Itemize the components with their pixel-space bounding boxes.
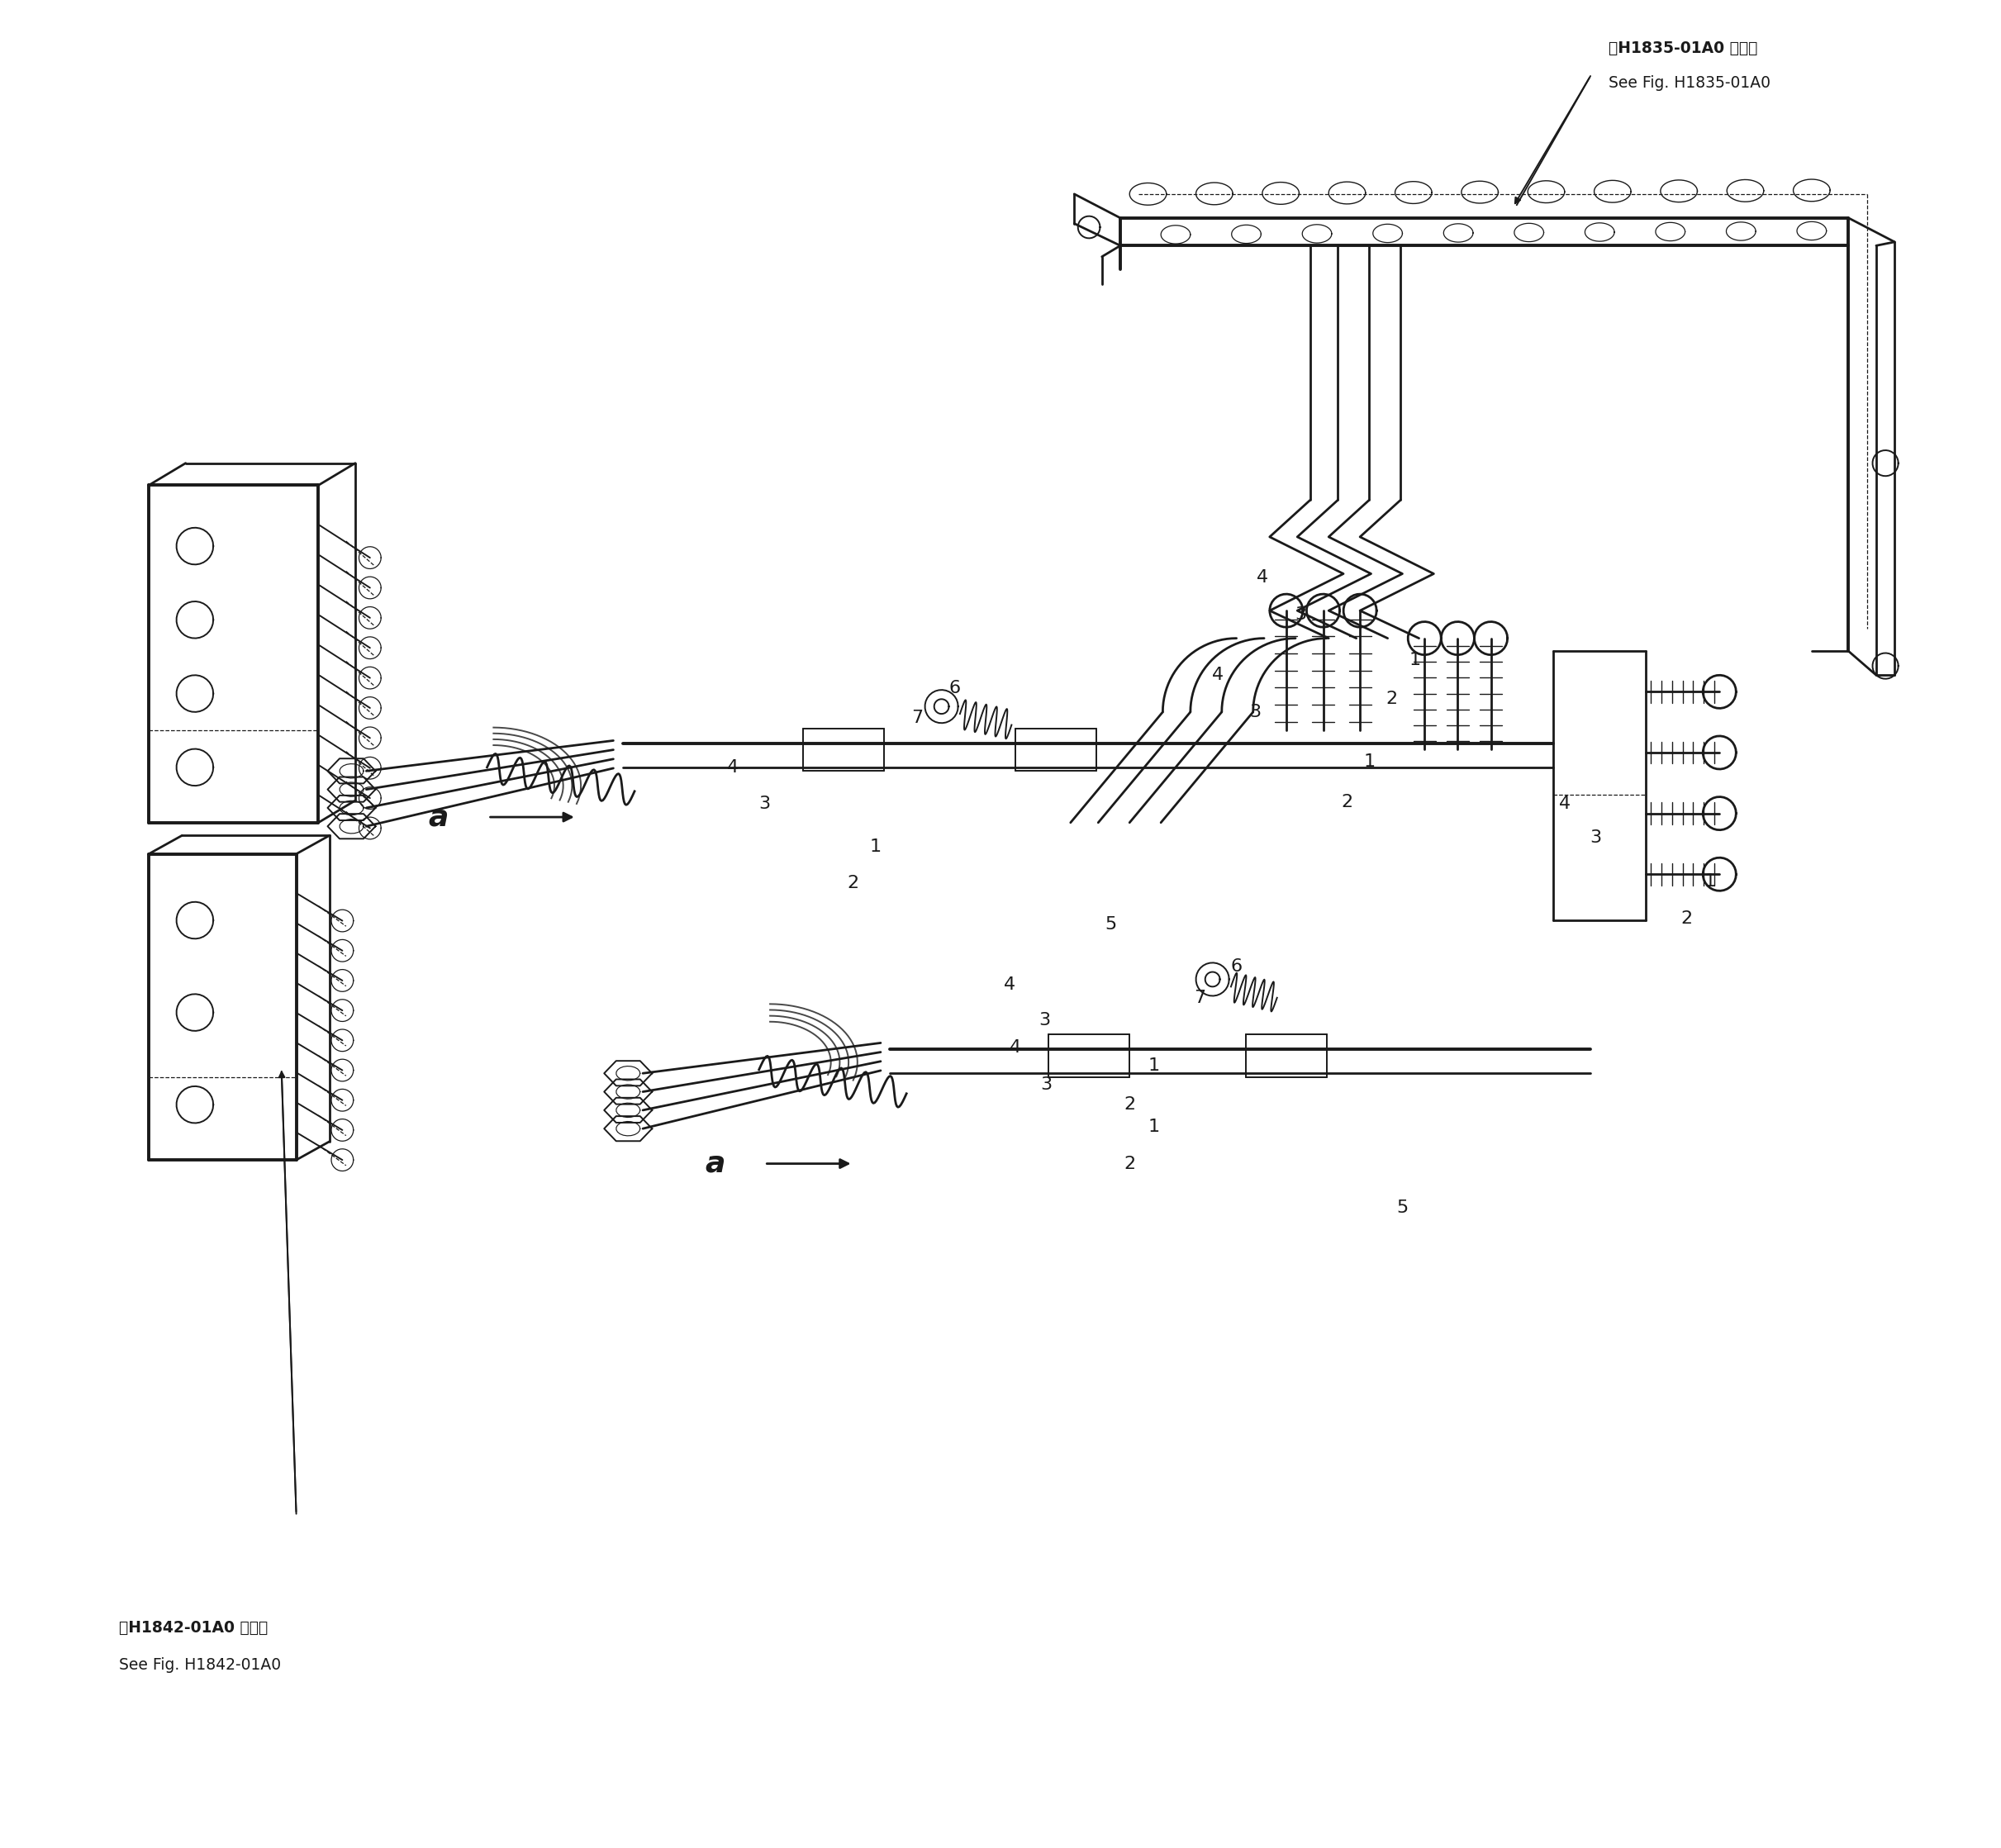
Text: 1: 1: [1363, 754, 1375, 771]
Text: 2: 2: [1385, 691, 1397, 708]
Text: 7: 7: [1195, 989, 1205, 1005]
Text: 3: 3: [1249, 704, 1261, 721]
Text: 1: 1: [1149, 1118, 1159, 1135]
Text: 2: 2: [1681, 911, 1693, 926]
Text: 1: 1: [868, 839, 880, 856]
Text: 4: 4: [1213, 667, 1225, 684]
Text: 3: 3: [1039, 1011, 1051, 1027]
Text: 2: 2: [1125, 1096, 1135, 1112]
Text: 3: 3: [1295, 606, 1307, 623]
Text: 1: 1: [1149, 1057, 1159, 1074]
Text: See Fig. H1835-01A0: See Fig. H1835-01A0: [1609, 76, 1771, 91]
Text: See Fig. H1842-01A0: See Fig. H1842-01A0: [120, 1658, 282, 1672]
Text: 4: 4: [1257, 569, 1269, 586]
Text: 6: 6: [1231, 957, 1243, 974]
Text: 2: 2: [846, 876, 858, 893]
Text: 3: 3: [1041, 1076, 1053, 1092]
Text: 4: 4: [726, 760, 738, 776]
Text: 6: 6: [948, 680, 960, 697]
Text: 5: 5: [1105, 917, 1117, 931]
Text: 4: 4: [1005, 976, 1017, 992]
Text: 3: 3: [1591, 830, 1603, 846]
Text: a: a: [428, 804, 448, 832]
Text: 5: 5: [1397, 1199, 1409, 1216]
Text: 1: 1: [1409, 652, 1421, 669]
Text: 4: 4: [1559, 796, 1571, 813]
Text: 7: 7: [912, 710, 922, 726]
Text: 4: 4: [1009, 1039, 1021, 1055]
Text: 3: 3: [758, 796, 770, 813]
Text: 1: 1: [1705, 874, 1717, 891]
Text: 2: 2: [1125, 1155, 1135, 1172]
Text: 第H1835-01A0 図参照: 第H1835-01A0 図参照: [1609, 41, 1759, 55]
Text: 2: 2: [1341, 795, 1353, 811]
Text: a: a: [704, 1149, 724, 1177]
Text: 第H1842-01A0 図参照: 第H1842-01A0 図参照: [120, 1621, 268, 1635]
